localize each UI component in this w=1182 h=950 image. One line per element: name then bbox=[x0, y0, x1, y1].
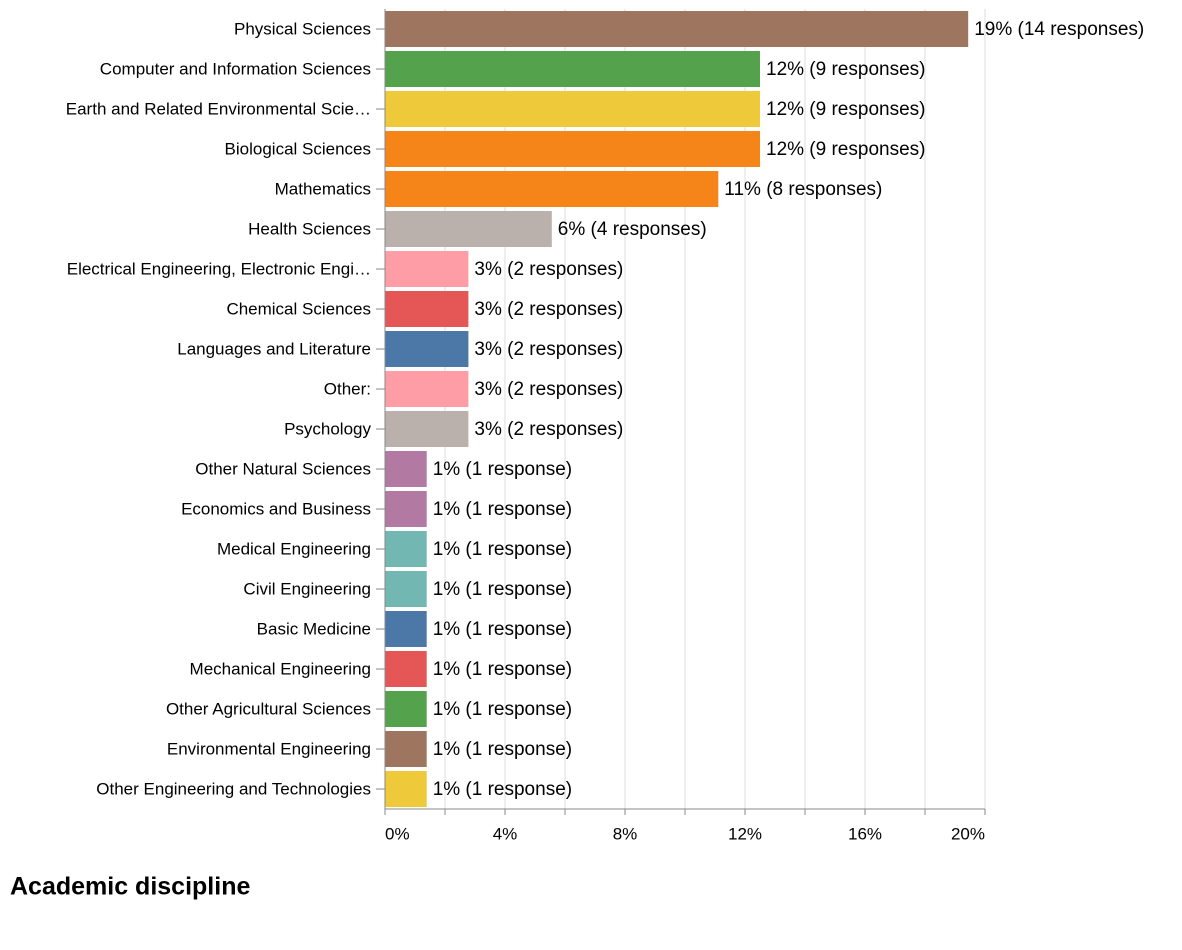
value-label: 1% (1 response) bbox=[433, 659, 572, 680]
y-tick-label: Health Sciences bbox=[248, 219, 371, 238]
bar bbox=[385, 331, 469, 367]
value-label: 1% (1 response) bbox=[433, 699, 572, 720]
x-tick-label: 0% bbox=[385, 824, 410, 843]
bar bbox=[385, 451, 427, 487]
bar bbox=[385, 771, 427, 807]
bar bbox=[385, 51, 760, 87]
value-label: 3% (2 responses) bbox=[474, 299, 623, 320]
y-tick-label: Mathematics bbox=[275, 179, 371, 198]
value-label: 1% (1 response) bbox=[433, 539, 572, 560]
chart-title: Academic discipline bbox=[10, 873, 250, 901]
value-label: 12% (9 responses) bbox=[766, 139, 925, 160]
x-tick-label: 8% bbox=[613, 824, 638, 843]
value-label: 1% (1 response) bbox=[433, 499, 572, 520]
bar bbox=[385, 571, 427, 607]
value-label: 1% (1 response) bbox=[433, 739, 572, 760]
y-tick-label: Economics and Business bbox=[181, 499, 371, 518]
value-label: 11% (8 responses) bbox=[724, 179, 882, 200]
value-label: 6% (4 responses) bbox=[558, 219, 707, 240]
bar bbox=[385, 531, 427, 567]
bar bbox=[385, 611, 427, 647]
y-tick-label: Chemical Sciences bbox=[226, 299, 371, 318]
bar bbox=[385, 211, 552, 247]
value-label: 3% (2 responses) bbox=[474, 379, 623, 400]
y-tick-label: Other: bbox=[324, 379, 371, 398]
y-tick-label: Environmental Engineering bbox=[167, 739, 371, 758]
y-tick-label: Other Engineering and Technologies bbox=[96, 779, 371, 798]
value-label: 3% (2 responses) bbox=[474, 419, 623, 440]
bar bbox=[385, 251, 469, 287]
y-tick-label: Other Natural Sciences bbox=[195, 459, 371, 478]
y-tick-label: Medical Engineering bbox=[217, 539, 371, 558]
x-tick-label: 16% bbox=[848, 824, 882, 843]
value-label: 1% (1 response) bbox=[433, 579, 572, 600]
y-tick-label: Mechanical Engineering bbox=[190, 659, 371, 678]
y-tick-label: Psychology bbox=[284, 419, 371, 438]
x-tick-label: 4% bbox=[493, 824, 518, 843]
bar bbox=[385, 731, 427, 767]
bar bbox=[385, 291, 469, 327]
bar bbox=[385, 651, 427, 687]
y-tick-label: Computer and Information Sciences bbox=[100, 59, 371, 78]
bar bbox=[385, 411, 469, 447]
bar bbox=[385, 491, 427, 527]
value-label: 12% (9 responses) bbox=[766, 59, 925, 80]
value-label: 3% (2 responses) bbox=[474, 339, 623, 360]
y-tick-label: Biological Sciences bbox=[225, 139, 371, 158]
y-tick-label: Basic Medicine bbox=[257, 619, 371, 638]
value-label: 1% (1 response) bbox=[433, 619, 572, 640]
y-tick-label: Physical Sciences bbox=[234, 19, 371, 38]
bar bbox=[385, 11, 969, 47]
value-label: 1% (1 response) bbox=[433, 459, 572, 480]
x-tick-label: 12% bbox=[728, 824, 762, 843]
y-tick-label: Languages and Literature bbox=[177, 339, 371, 358]
bar bbox=[385, 171, 719, 207]
y-tick-label: Earth and Related Environmental Scie… bbox=[66, 99, 371, 118]
y-tick-label: Other Agricultural Sciences bbox=[166, 699, 371, 718]
y-tick-label: Civil Engineering bbox=[243, 579, 371, 598]
bar bbox=[385, 371, 469, 407]
y-tick-label: Electrical Engineering, Electronic Engi… bbox=[67, 259, 371, 278]
bar bbox=[385, 91, 760, 127]
value-label: 12% (9 responses) bbox=[766, 99, 925, 120]
value-label: 3% (2 responses) bbox=[474, 259, 623, 280]
bar bbox=[385, 131, 760, 167]
value-label: 1% (1 response) bbox=[433, 779, 572, 800]
value-label: 19% (14 responses) bbox=[974, 19, 1144, 40]
bar bbox=[385, 691, 427, 727]
x-tick-label: 20% bbox=[951, 824, 985, 843]
